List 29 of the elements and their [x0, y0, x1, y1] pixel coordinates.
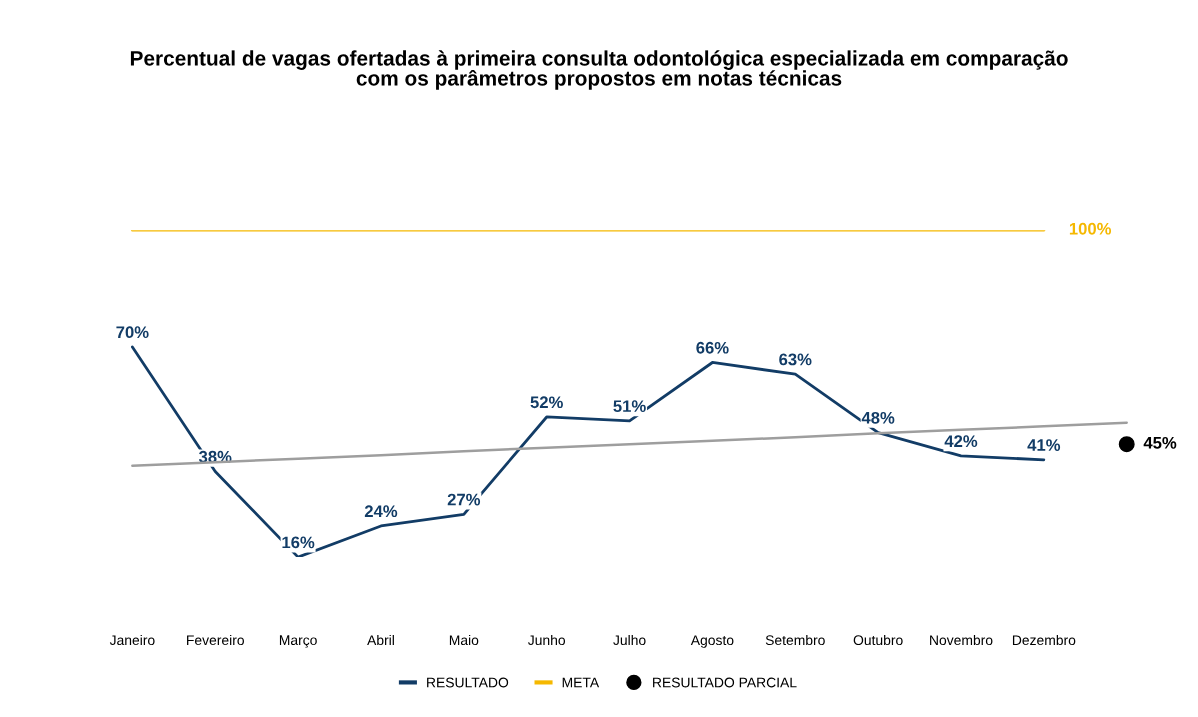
x-tick-label: Outubro — [853, 634, 903, 646]
data-label: 27% — [447, 493, 481, 506]
data-label: 24% — [364, 505, 398, 518]
data-label: 45% — [1143, 436, 1177, 449]
data-label: 42% — [944, 435, 978, 448]
x-tick-label: Maio — [449, 634, 479, 646]
data-label: 48% — [861, 411, 895, 424]
legend-label: META — [562, 677, 600, 688]
x-tick-label: Setembro — [765, 634, 825, 646]
data-label: 51% — [613, 400, 646, 413]
data-label: 70% — [116, 326, 149, 339]
x-tick-label: Abril — [367, 634, 394, 646]
x-tick-label: Junho — [527, 634, 566, 646]
x-tick-label: Março — [279, 635, 317, 648]
legend-label: RESULTADO — [427, 677, 509, 688]
chart-title: Percentual de vagas ofertadas à primeira consulta odontológica especializada em comparação com os parâmetros propostos em notas técnicas — [130, 50, 1068, 90]
data-label: 16% — [282, 536, 315, 549]
x-tick-label: Novembro — [930, 634, 993, 646]
data-label: 52% — [530, 396, 563, 409]
x-tick-label: Janeiro — [109, 634, 155, 646]
data-label: 100% — [1069, 222, 1112, 235]
data-label: 63% — [779, 353, 812, 366]
legend-label: RESULTADO PARCIAL — [653, 677, 797, 688]
data-label: 41% — [1027, 439, 1061, 451]
x-tick-label: Fevereiro — [187, 634, 244, 646]
data-label: 66% — [696, 341, 729, 354]
x-tick-label: Agosto — [690, 635, 734, 648]
x-tick-label: Dezembro — [1012, 634, 1076, 646]
x-tick-label: Julho — [613, 634, 646, 646]
